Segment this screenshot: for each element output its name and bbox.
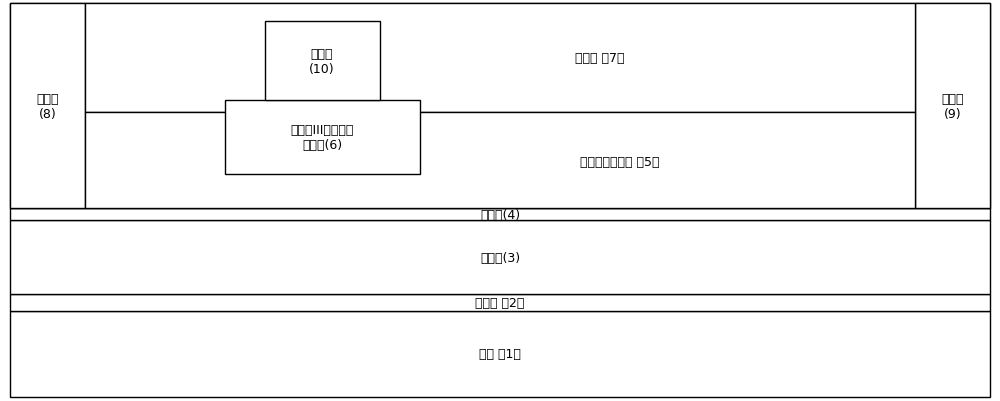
Bar xyxy=(10,221,990,295)
Text: 铁电性III族氮化物
势垒层(6): 铁电性III族氮化物 势垒层(6) xyxy=(290,124,354,152)
Bar xyxy=(225,100,420,174)
Text: 栅电极
(10): 栅电极 (10) xyxy=(309,47,335,75)
Text: 钝化层 （7）: 钝化层 （7） xyxy=(575,52,625,65)
Text: 成核层 （2）: 成核层 （2） xyxy=(475,296,525,309)
Bar xyxy=(85,4,915,112)
Text: 插入层(4): 插入层(4) xyxy=(480,208,520,221)
Bar xyxy=(915,4,990,209)
Text: 非铁电性势垒层 （5）: 非铁电性势垒层 （5） xyxy=(580,156,660,169)
Text: 衬底 （1）: 衬底 （1） xyxy=(479,348,521,360)
Bar xyxy=(10,311,990,397)
Bar xyxy=(10,4,85,209)
Text: 源电极
(8): 源电极 (8) xyxy=(36,92,59,120)
Bar xyxy=(10,295,990,311)
Bar xyxy=(85,112,915,209)
Bar xyxy=(10,4,990,209)
Text: 缓冲层(3): 缓冲层(3) xyxy=(480,251,520,264)
Text: 漏电极
(9): 漏电极 (9) xyxy=(941,92,964,120)
Bar xyxy=(10,209,990,221)
Bar xyxy=(265,22,380,100)
